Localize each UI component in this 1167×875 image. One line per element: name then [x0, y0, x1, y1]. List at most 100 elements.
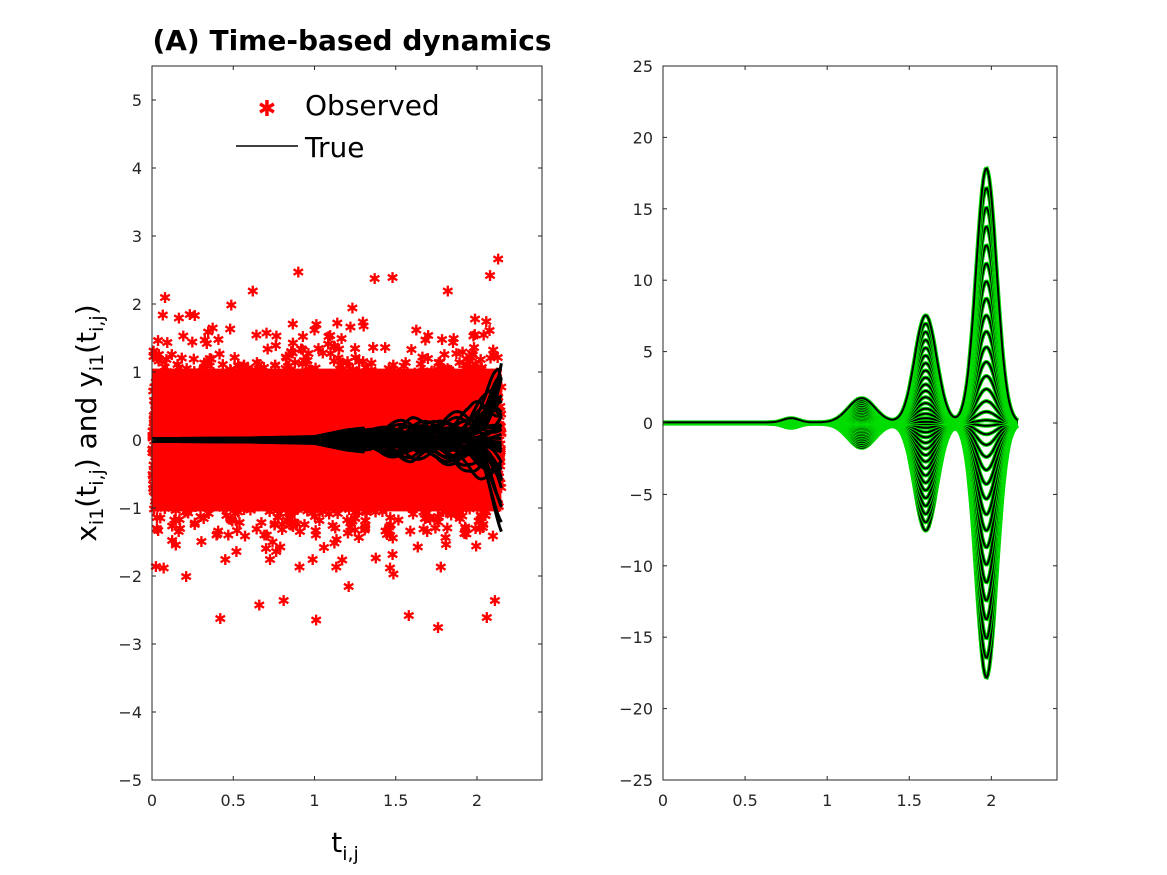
observed-point: ✱: [287, 334, 300, 352]
observed-point: ✱: [422, 350, 435, 368]
observed-point: ✱: [250, 327, 263, 345]
observed-point: ✱: [386, 269, 399, 287]
observed-point: ✱: [330, 531, 343, 549]
observed-point: ✱: [174, 520, 187, 538]
observed-point: ✱: [151, 520, 164, 538]
observed-point: ✱: [285, 344, 298, 362]
observed-point: ✱: [293, 559, 306, 577]
observed-point: ✱: [460, 525, 473, 543]
observed-point: ✱: [472, 512, 485, 530]
observed-point: ✱: [358, 522, 371, 540]
observed-point: ✱: [177, 328, 190, 346]
observed-point: ✱: [458, 525, 471, 543]
observed-point: ✱: [341, 511, 354, 529]
observed-point: ✱: [180, 568, 193, 586]
observed-point: ✱: [480, 313, 493, 331]
observed-point: ✱: [405, 341, 418, 359]
observed-point: ✱: [264, 551, 277, 569]
observed-point: ✱: [384, 560, 397, 578]
observed-point: ✱: [225, 296, 238, 314]
observed-point: ✱: [484, 267, 497, 285]
observed-point: ✱: [447, 334, 460, 352]
observed-point: ✱: [346, 512, 359, 530]
observed-point: ✱: [328, 352, 341, 370]
observed-point: ✱: [459, 519, 472, 537]
observed-point: ✱: [479, 507, 492, 525]
observed-point: ✱: [432, 514, 445, 532]
observed-point: ✱: [370, 550, 383, 568]
observed-point: ✱: [187, 350, 200, 368]
observed-point: ✱: [402, 607, 415, 625]
observed-point: ✱: [300, 352, 313, 370]
observed-point: ✱: [288, 514, 301, 532]
observed-point: ✱: [274, 538, 287, 556]
observed-point: ✱: [359, 512, 372, 530]
observed-point: ✱: [260, 527, 273, 545]
panel-a-xlabel: ti,j: [331, 826, 359, 865]
observed-point: ✱: [308, 321, 321, 339]
panel-a-xtick-label: 1.5: [383, 791, 408, 810]
observed-point: ✱: [477, 516, 490, 534]
observed-point: ✱: [269, 515, 282, 533]
observed-point: ✱: [432, 354, 445, 372]
observed-point: ✱: [295, 340, 308, 358]
observed-point: ✱: [255, 514, 268, 532]
observed-point: ✱: [222, 527, 235, 545]
observed-point: ✱: [384, 516, 397, 534]
panel-a-ytick-label: 0: [132, 431, 142, 450]
observed-point: ✱: [488, 346, 501, 364]
observed-point: ✱: [189, 307, 202, 325]
observed-point: ✱: [328, 337, 341, 355]
observed-point: ✱: [310, 316, 323, 334]
observed-point: ✱: [301, 352, 314, 370]
observed-point: ✱: [270, 327, 283, 345]
observed-point: ✱: [310, 612, 323, 630]
observed-point: ✱: [239, 527, 252, 545]
observed-point: ✱: [324, 345, 337, 363]
panel-a-ytick-label: −3: [118, 635, 142, 654]
panel-b-xtick-label: 0.5: [732, 791, 757, 810]
observed-point: ✱: [277, 592, 290, 610]
panel-b-xtick-label: 2: [986, 791, 996, 810]
observed-point: ✱: [480, 609, 493, 627]
observed-point: ✱: [379, 339, 392, 357]
observed-point: ✱: [392, 511, 405, 529]
panel-b-ytick-label: −5: [629, 485, 653, 504]
observed-point: ✱: [203, 350, 216, 368]
observed-point: ✱: [309, 522, 322, 540]
observed-point: ✱: [230, 543, 243, 561]
observed-point: ✱: [441, 282, 454, 300]
panel-a-ytick-label: −1: [118, 499, 142, 518]
observed-point: ✱: [349, 340, 362, 358]
observed-point: ✱: [188, 516, 201, 534]
panel-a-xtick-label: 0.5: [221, 791, 246, 810]
observed-point: ✱: [411, 539, 424, 557]
observed-point: ✱: [344, 319, 357, 337]
observed-point: ✱: [258, 526, 271, 544]
panel-a-xtick-label: 1: [309, 791, 319, 810]
observed-point: ✱: [357, 318, 370, 336]
observed-point: ✱: [151, 349, 164, 367]
observed-point: ✱: [434, 558, 447, 576]
observed-point: ✱: [147, 343, 160, 361]
observed-point: ✱: [306, 551, 319, 569]
observed-point: ✱: [287, 315, 300, 333]
observed-point: ✱: [474, 513, 487, 531]
observed-point: ✱: [197, 510, 210, 528]
observed-point: ✱: [422, 509, 435, 527]
observed-point: ✱: [219, 551, 232, 569]
observed-point: ✱: [438, 346, 451, 364]
observed-point: ✱: [352, 529, 365, 547]
panel-a-ytick-label: 3: [132, 227, 142, 246]
observed-point: ✱: [328, 534, 341, 552]
observed-point: ✱: [477, 519, 490, 537]
observed-point: ✱: [156, 307, 169, 325]
observed-point: ✱: [161, 334, 174, 352]
panel-a-ytick-label: 5: [132, 91, 142, 110]
observed-point: ✱: [447, 330, 460, 348]
observed-point: ✱: [330, 558, 343, 576]
observed-point: ✱: [474, 520, 487, 538]
observed-point: ✱: [466, 345, 479, 363]
observed-point: ✱: [205, 351, 218, 369]
observed-point: ✱: [433, 508, 446, 526]
